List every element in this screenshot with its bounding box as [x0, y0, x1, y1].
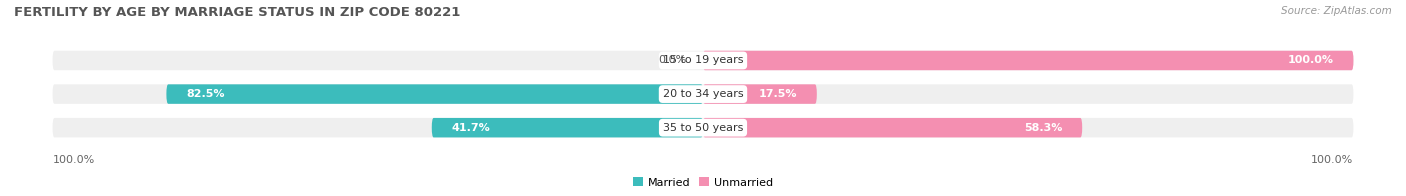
Text: Source: ZipAtlas.com: Source: ZipAtlas.com: [1281, 6, 1392, 16]
FancyBboxPatch shape: [52, 51, 1354, 70]
FancyBboxPatch shape: [166, 84, 703, 104]
Text: 0.0%: 0.0%: [658, 55, 686, 65]
Text: 41.7%: 41.7%: [451, 123, 491, 133]
FancyBboxPatch shape: [432, 118, 703, 137]
Text: 100.0%: 100.0%: [52, 155, 94, 165]
Text: FERTILITY BY AGE BY MARRIAGE STATUS IN ZIP CODE 80221: FERTILITY BY AGE BY MARRIAGE STATUS IN Z…: [14, 6, 460, 19]
Text: 15 to 19 years: 15 to 19 years: [662, 55, 744, 65]
Text: 35 to 50 years: 35 to 50 years: [662, 123, 744, 133]
Text: 100.0%: 100.0%: [1288, 55, 1334, 65]
FancyBboxPatch shape: [52, 84, 1354, 104]
Text: 58.3%: 58.3%: [1025, 123, 1063, 133]
Text: 20 to 34 years: 20 to 34 years: [662, 89, 744, 99]
FancyBboxPatch shape: [703, 118, 1083, 137]
Text: 82.5%: 82.5%: [186, 89, 225, 99]
Text: 100.0%: 100.0%: [1312, 155, 1354, 165]
Text: 17.5%: 17.5%: [759, 89, 797, 99]
Legend: Married, Unmarried: Married, Unmarried: [628, 173, 778, 192]
FancyBboxPatch shape: [52, 118, 1354, 137]
FancyBboxPatch shape: [703, 84, 817, 104]
FancyBboxPatch shape: [703, 51, 1354, 70]
